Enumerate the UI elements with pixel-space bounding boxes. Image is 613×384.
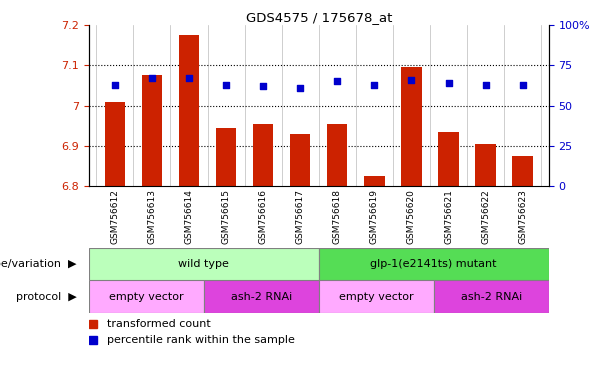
Text: GSM756616: GSM756616 <box>259 189 268 244</box>
Bar <box>319 280 434 313</box>
Bar <box>327 124 348 186</box>
Text: protocol  ▶: protocol ▶ <box>16 291 77 302</box>
Point <box>406 77 416 83</box>
Bar <box>105 101 125 186</box>
Bar <box>204 280 319 313</box>
Text: transformed count: transformed count <box>107 319 211 329</box>
Bar <box>179 35 199 186</box>
Bar <box>290 134 310 186</box>
Text: empty vector: empty vector <box>109 291 184 302</box>
Bar <box>364 176 384 186</box>
Point <box>184 75 194 81</box>
Point <box>110 81 120 88</box>
Bar <box>434 280 549 313</box>
Bar <box>512 156 533 186</box>
Point <box>481 81 490 88</box>
Bar <box>438 132 459 186</box>
Title: GDS4575 / 175678_at: GDS4575 / 175678_at <box>246 11 392 24</box>
Text: GSM756623: GSM756623 <box>518 189 527 244</box>
Text: GSM756621: GSM756621 <box>444 189 453 244</box>
Point <box>518 81 528 88</box>
Point <box>295 85 305 91</box>
Bar <box>402 67 422 186</box>
Point <box>221 81 231 88</box>
Bar <box>216 128 236 186</box>
Text: genotype/variation  ▶: genotype/variation ▶ <box>0 259 77 269</box>
Point <box>444 80 454 86</box>
Text: percentile rank within the sample: percentile rank within the sample <box>107 335 295 345</box>
Point <box>258 83 268 89</box>
Text: wild type: wild type <box>178 259 229 269</box>
Text: glp-1(e2141ts) mutant: glp-1(e2141ts) mutant <box>370 259 497 269</box>
Bar <box>319 248 549 280</box>
Text: empty vector: empty vector <box>339 291 414 302</box>
Text: GSM756617: GSM756617 <box>295 189 305 244</box>
Text: GSM756613: GSM756613 <box>147 189 156 244</box>
Text: GSM756622: GSM756622 <box>481 189 490 244</box>
Point <box>370 81 379 88</box>
Text: GSM756619: GSM756619 <box>370 189 379 244</box>
Text: ash-2 RNAi: ash-2 RNAi <box>230 291 292 302</box>
Point <box>147 75 157 81</box>
Text: GSM756615: GSM756615 <box>221 189 230 244</box>
Bar <box>89 280 204 313</box>
Bar <box>253 124 273 186</box>
Bar <box>142 75 162 186</box>
Text: GSM756618: GSM756618 <box>333 189 342 244</box>
Text: GSM756620: GSM756620 <box>407 189 416 244</box>
Text: GSM756614: GSM756614 <box>185 189 194 244</box>
Point <box>332 78 342 84</box>
Text: GSM756612: GSM756612 <box>110 189 120 244</box>
Bar <box>476 144 496 186</box>
Text: ash-2 RNAi: ash-2 RNAi <box>460 291 522 302</box>
Bar <box>89 248 319 280</box>
